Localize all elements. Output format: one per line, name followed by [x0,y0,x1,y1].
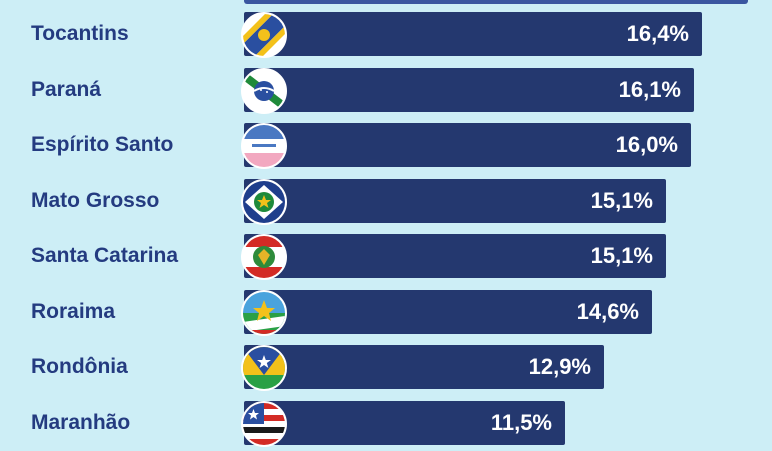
bar-row-maranhao: Maranhão 11,5% [0,401,772,451]
bar-row-rondonia: Rondônia 12,9% [0,345,772,395]
category-label: Tocantins [31,22,129,45]
category-label: Roraima [31,300,116,323]
bar: 16,1% [244,68,694,112]
bar-row-espirito-santo: Espírito Santo 16,0% [0,123,772,173]
bar: 16,4% [244,12,702,56]
category-label: Mato Grosso [31,189,160,212]
bar-row-santa-catarina: Santa Catarina 15,1% [0,234,772,284]
rondonia-flag-icon [241,345,287,391]
bar: 16,0% [244,123,691,167]
value-label: 12,9% [528,354,591,379]
bar-row-tocantins: Tocantins 16,4% [0,12,772,62]
bar: 15,1% [244,179,666,223]
santa-catarina-flag-icon [241,234,287,280]
parana-flag-icon [241,68,287,114]
bar: 14,6% [244,290,652,334]
value-label: 11,5% [490,410,552,435]
value-label: 16,4% [626,21,689,46]
category-label: Maranhão [31,411,131,434]
category-label: Rondônia [31,355,128,378]
maranhao-flag-icon [241,401,287,447]
category-label: Paraná [31,78,102,101]
value-label: 16,0% [615,132,678,157]
roraima-flag-icon [241,290,287,336]
value-label: 16,1% [618,77,681,102]
mato-grosso-flag-icon [241,179,287,225]
category-label: Espírito Santo [31,133,174,156]
value-label: 14,6% [576,299,639,324]
bar-row-roraima: Roraima 14,6% [0,290,772,340]
bar: 12,9% [244,345,604,389]
bar: 15,1% [244,234,666,278]
value-label: 15,1% [590,243,653,268]
bar-row-mato-grosso: Mato Grosso 15,1% [0,179,772,229]
value-label: 15,1% [590,188,653,213]
espirito-santo-flag-icon [241,123,287,169]
category-label: Santa Catarina [31,244,179,267]
bar-row-parana: Paraná 16,1% [0,68,772,118]
bar: 11,5% [244,401,565,445]
previous-bar-edge [244,0,748,4]
tocantins-flag-icon [241,12,287,58]
